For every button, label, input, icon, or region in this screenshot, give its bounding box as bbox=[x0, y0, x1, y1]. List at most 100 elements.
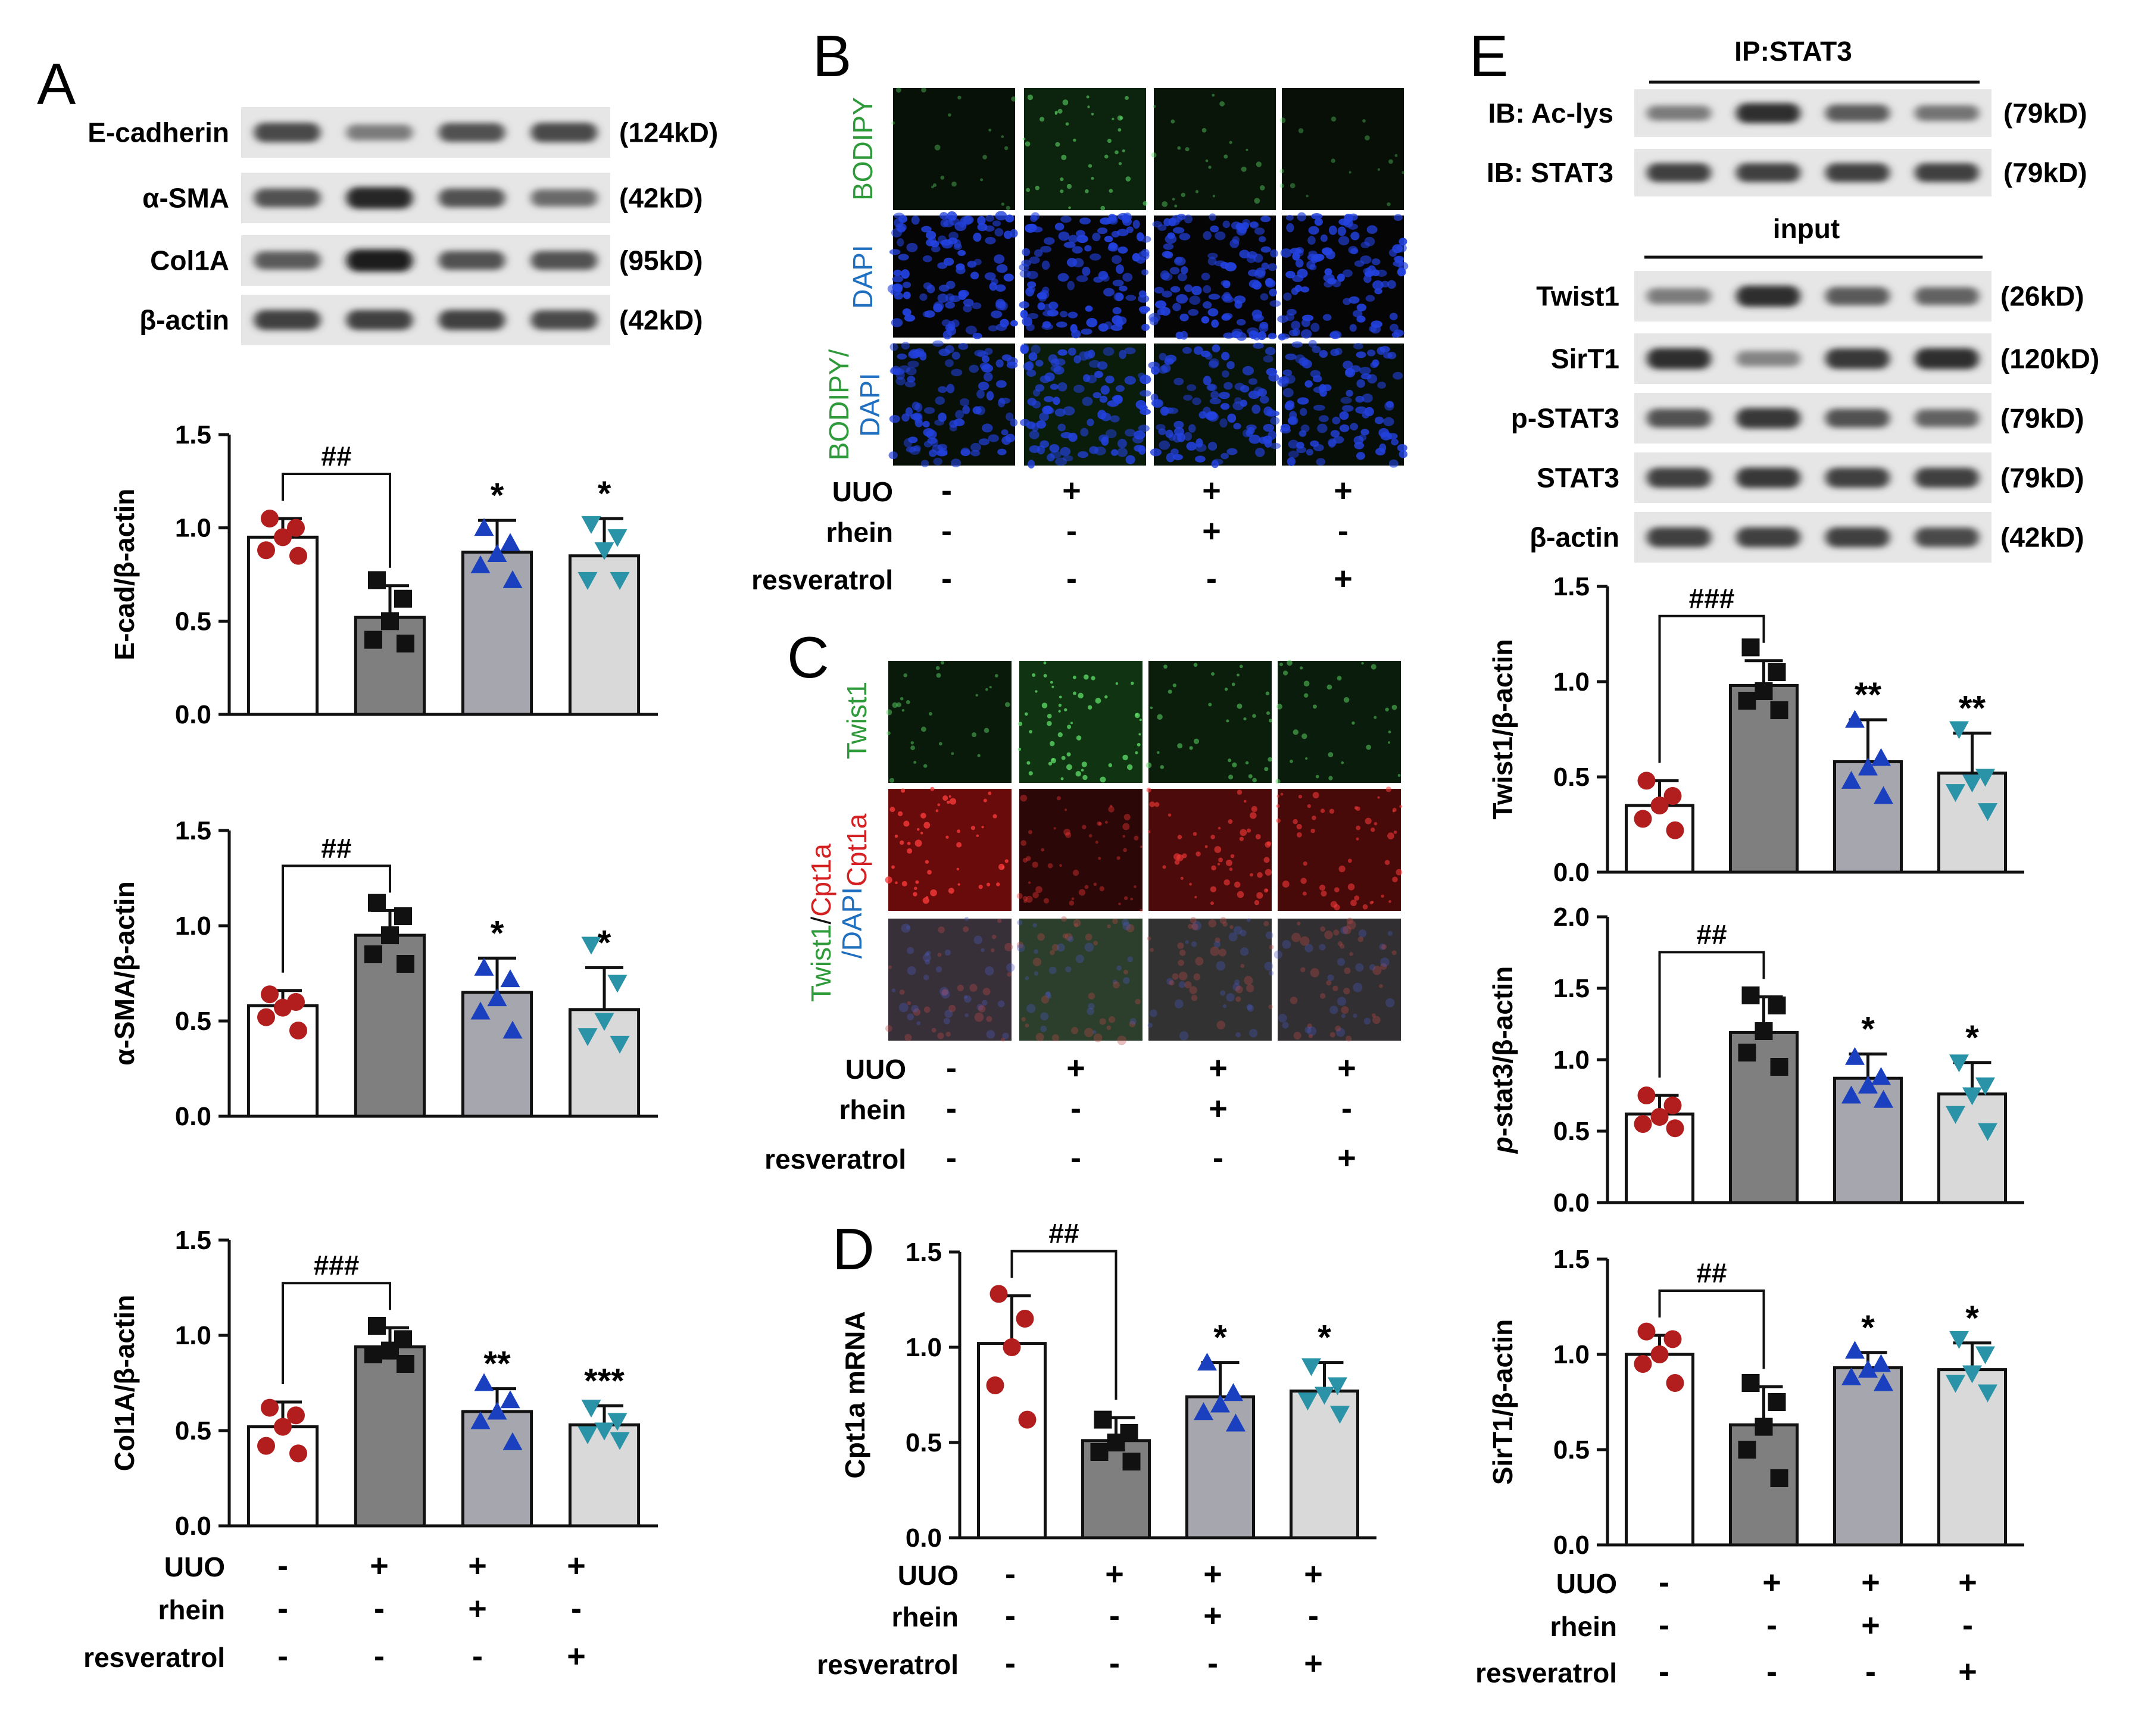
panel-c-tile-0-1-speck bbox=[1139, 719, 1142, 722]
chart-A3-point-2-2 bbox=[487, 1401, 507, 1420]
panel-c-tile-2-0-speck bbox=[907, 1001, 912, 1006]
panel-c-tile-1-0-speck bbox=[957, 829, 961, 833]
panel-b-tile-1-0-nucleus bbox=[891, 228, 903, 238]
chart-A3-point-3-4 bbox=[610, 1432, 630, 1450]
panel-c-tile-2-3-speck bbox=[1329, 1006, 1338, 1014]
panel-c-tile-2-1-speck bbox=[1025, 1023, 1029, 1028]
panel-b-tile-2-2-nucleus bbox=[1182, 346, 1192, 354]
panel-c-tile-0-3-speck bbox=[1276, 704, 1282, 710]
panel-b-tile-1-2-nucleus bbox=[1223, 292, 1231, 298]
panel-b-tile-1-0-nucleus bbox=[921, 226, 932, 233]
panel-c-tile-2-3-speck bbox=[1344, 967, 1351, 975]
panel-b-tile-2-1-nucleus bbox=[1087, 419, 1094, 426]
panel-b-tile-1-3-nucleus bbox=[1325, 250, 1335, 260]
panel-c-label-cpt1a: Cpt1a bbox=[841, 813, 872, 886]
panel-b-tile-1-0-nucleus bbox=[992, 220, 1001, 227]
panel-b-tile-2-0-nucleus bbox=[905, 407, 913, 417]
chart-A1-point-1-1 bbox=[394, 589, 412, 608]
panel-b-tile-1-0-nucleus bbox=[973, 258, 982, 266]
panel-b-tile-1-2-nucleus bbox=[1148, 313, 1161, 323]
chart-E2-point-3-0 bbox=[1949, 1054, 1969, 1073]
panel-b-tile-2-1-nucleus bbox=[1040, 440, 1050, 448]
panel-c-tile-0-1-speck bbox=[1081, 761, 1087, 767]
panel-c-tile-1-0-speck bbox=[894, 834, 898, 838]
chart-E3-point-2-1 bbox=[1871, 1354, 1891, 1372]
panel-c-tile-0-1-speck bbox=[1115, 682, 1119, 685]
panel-c-tile-0-3-speck bbox=[1305, 757, 1308, 760]
chart-E1-point-1-1 bbox=[1768, 663, 1786, 681]
panel-b-tile-2-1-nucleus bbox=[1077, 451, 1088, 458]
panel-c-tile-1-3-speck bbox=[1276, 804, 1280, 808]
panel-b-tile-1-2-nucleus bbox=[1268, 263, 1278, 271]
panel-c-tile-2-1-speck bbox=[1074, 923, 1078, 928]
panel-b-tile-1-2-nucleus bbox=[1250, 221, 1259, 229]
panel-c-tile-2-1-speck bbox=[1065, 933, 1073, 941]
panel-b-tile-0-3-speck bbox=[1362, 119, 1366, 123]
panel-b-tile-2-0-nucleus bbox=[1006, 361, 1018, 369]
chart-E1-point-3-4 bbox=[1978, 803, 1997, 822]
panel-b-tile-1-3-nucleus bbox=[1300, 329, 1312, 339]
panel-c-tile-1-1-speck bbox=[1028, 830, 1033, 835]
panel-b-tile-1-1-nucleus bbox=[1086, 318, 1098, 327]
panel-c-tile-1-0-speck bbox=[942, 795, 948, 801]
chart-E2-point-2-2 bbox=[1858, 1075, 1878, 1094]
panel-c-tile-1-0-speck bbox=[948, 795, 951, 798]
panel-b-tile-2-0-nucleus bbox=[935, 396, 945, 405]
panel-b-tile-0-3-speck bbox=[1349, 171, 1351, 174]
panel-e-input-blot-row-3: STAT3 (79kD) bbox=[1537, 452, 2084, 503]
panel-b-tile-2-3-nucleus bbox=[1316, 458, 1326, 466]
panel-b-tile-2-3-nucleus bbox=[1353, 343, 1363, 349]
panel-b-tile-1-2-nucleus bbox=[1247, 327, 1259, 335]
panel-a-band-0-3 bbox=[530, 123, 598, 142]
panel-c-tile-2-1-speck bbox=[1050, 950, 1055, 956]
panel-c-tile-2-2-speck bbox=[1247, 918, 1251, 922]
panel-b-tile-2-1-nucleus bbox=[1073, 355, 1081, 364]
panel-b-tile-1-3-nucleus bbox=[1369, 325, 1377, 332]
panel-b-tile-0-1-speck bbox=[1125, 96, 1129, 100]
panel-b-tile-1-2-nucleus bbox=[1203, 231, 1212, 241]
panel-c-tile-2-1-speck bbox=[1067, 936, 1074, 942]
panel-c-tile-1-2-speck bbox=[1189, 882, 1192, 886]
panel-b-tile-2-3-nucleus bbox=[1355, 395, 1365, 403]
panel-b-tile-1-3-nucleus bbox=[1278, 333, 1290, 340]
panel-c-tile-1-1-speck bbox=[1099, 886, 1104, 891]
panel-c-tile-1-1-speck bbox=[1069, 900, 1075, 906]
panel-b-tile-2-0-nucleus bbox=[977, 351, 989, 358]
panel-c-tile-2-1-speck bbox=[1062, 933, 1068, 939]
chart-E1-ytick-label-0: 0.0 bbox=[1553, 858, 1590, 887]
panel-c-tile-1-0-speck bbox=[983, 798, 987, 803]
panel-c-tile-1-0-speck bbox=[913, 892, 917, 897]
panel-c-tile-1-1-speck bbox=[1035, 886, 1042, 894]
chart-D-ytick-label-3: 1.5 bbox=[906, 1238, 942, 1267]
panel-b-tile-1-1-nucleus bbox=[1116, 316, 1127, 325]
chart-A3-point-3-2 bbox=[594, 1422, 614, 1441]
chart-A2-point-2-4 bbox=[502, 1020, 523, 1039]
panel-b-tile-2-0-nucleus bbox=[969, 364, 979, 373]
panel-b-label-dapi-part-0: DAPI bbox=[847, 245, 878, 308]
panel-c-tile-1-2-speck bbox=[1193, 832, 1197, 836]
panel-b-tile-1-1-nucleus bbox=[1119, 285, 1128, 292]
chart-A1-ylabel: E-cad/β-actin bbox=[109, 489, 140, 661]
panel-b-tile-2-0-nucleus bbox=[978, 382, 989, 391]
chart-A1-ytick-label-1: 0.5 bbox=[175, 607, 211, 636]
panel-b-tile-1-2-nucleus bbox=[1254, 227, 1265, 235]
panel-c-tile-0-0-speck bbox=[900, 697, 904, 701]
panel-b-tile-0-2-speck bbox=[1195, 190, 1199, 193]
treatment-panel-e-sign-1-0: - bbox=[1659, 1607, 1669, 1643]
panel-c-tile-0-1-speck bbox=[1058, 703, 1062, 707]
chart-D-point-3-0 bbox=[1301, 1358, 1321, 1376]
panel-c-tile-1-2-speck bbox=[1225, 859, 1232, 866]
panel-c-tile-1-2-speck bbox=[1194, 895, 1197, 898]
panel-c-tile-0-3-speck bbox=[1293, 729, 1299, 735]
panel-b-tile-0-1-speck bbox=[1086, 95, 1090, 99]
panel-label-c: C bbox=[787, 625, 829, 690]
panel-b-tile-1-3-nucleus bbox=[1388, 248, 1397, 257]
panel-c-tile-0-2-speck bbox=[1228, 758, 1232, 763]
chart-A1-point-3-1 bbox=[607, 529, 628, 547]
panel-c-tile-1-3-speck bbox=[1334, 904, 1340, 911]
panel-b-tile-0-1-speck bbox=[1122, 149, 1125, 152]
chart-A2-point-0-4 bbox=[289, 1022, 307, 1039]
panel-c-tile-2-0-speck bbox=[944, 949, 951, 956]
treatment-panel-b-label-0: UUO bbox=[832, 476, 893, 507]
panel-b-tile-1-1-nucleus bbox=[1027, 281, 1037, 288]
